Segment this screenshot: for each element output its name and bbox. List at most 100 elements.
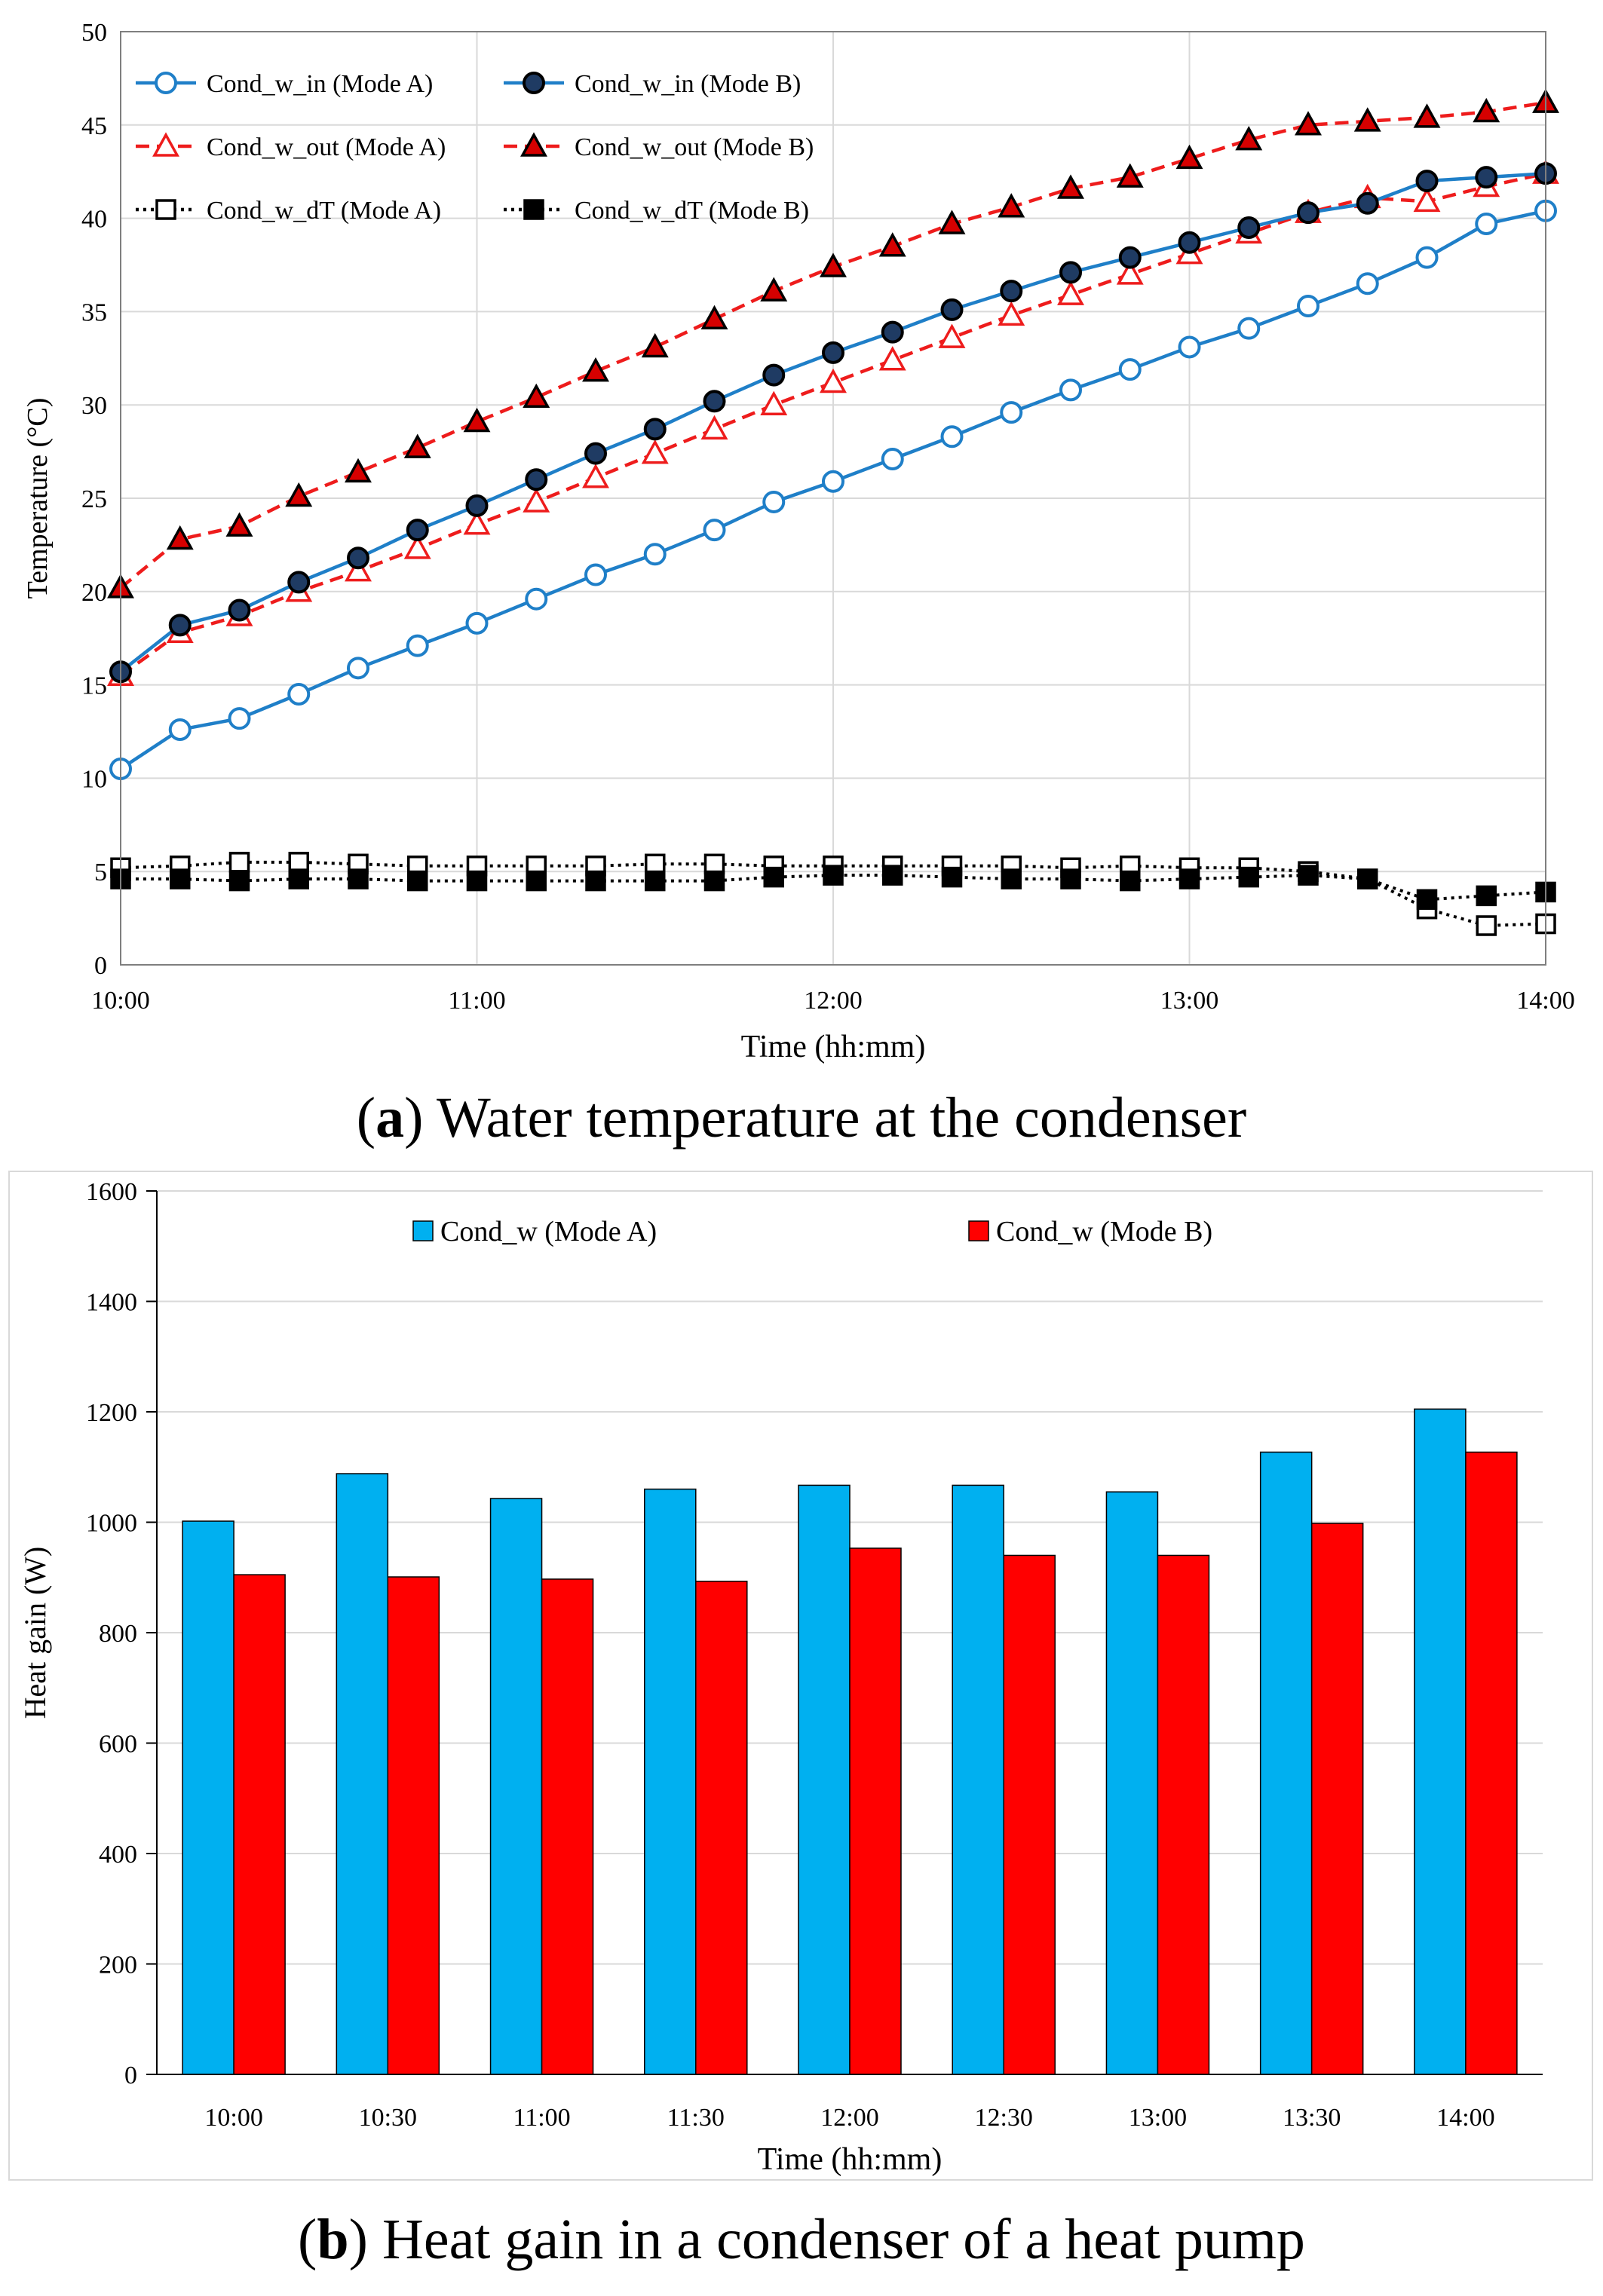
y-tick-label: 200 xyxy=(99,1952,137,1979)
data-point xyxy=(1356,272,1379,295)
data-point xyxy=(760,390,788,415)
legend-label: Cond_w_out (Mode B) xyxy=(575,133,814,161)
data-point xyxy=(1057,280,1084,305)
data-point xyxy=(1118,246,1142,269)
x-tick-labels: 10:00 11:00 12:00 13:00 14:00 xyxy=(91,987,1574,1015)
data-point xyxy=(1476,915,1497,936)
y-tick-label: 0 xyxy=(94,952,107,980)
x-tick-label: 13:00 xyxy=(1160,987,1218,1015)
bar-mode-b xyxy=(541,1578,594,2075)
y-tick-label: 1400 xyxy=(86,1289,137,1317)
data-point xyxy=(1297,294,1319,317)
data-point xyxy=(285,482,313,507)
data-point xyxy=(228,707,251,730)
data-point xyxy=(1001,868,1022,889)
legend-entry: Cond_w_out (Mode B) xyxy=(504,132,814,161)
legend: Cond_w_in (Mode A) Cond_w_in (Mode B) Cond… xyxy=(136,70,814,225)
x-tick-label: 12:00 xyxy=(804,987,862,1015)
data-point xyxy=(822,470,844,493)
x-tick-label: 12:00 xyxy=(820,2104,878,2132)
data-point xyxy=(940,425,964,448)
data-point xyxy=(762,363,786,387)
bar-mode-b xyxy=(1465,1451,1518,2075)
data-point xyxy=(703,519,726,542)
plot-frame xyxy=(120,31,1546,966)
y-tick-label: 400 xyxy=(99,1841,137,1869)
bar-mode-b xyxy=(849,1548,902,2075)
data-point xyxy=(348,868,369,889)
legend-entry: Cond_w_dT (Mode A) xyxy=(136,197,441,225)
data-point xyxy=(288,868,309,889)
data-point xyxy=(760,277,788,302)
y-tick-label: 25 xyxy=(81,485,107,513)
data-point xyxy=(703,870,725,892)
data-point xyxy=(1298,865,1319,886)
legend: Cond_w (Mode A) Cond_w (Mode B) xyxy=(412,1216,1212,1247)
legend-entry: Cond_w_out (Mode A) xyxy=(136,132,446,161)
data-point xyxy=(466,870,488,892)
data-point xyxy=(347,546,369,570)
legend-entry: Cond_w_in (Mode A) xyxy=(136,70,433,98)
y-tick-label: 20 xyxy=(81,579,107,607)
series-cond-w-dt-mode-b- xyxy=(110,865,1556,911)
data-point xyxy=(878,232,906,257)
data-point xyxy=(1356,191,1379,215)
temperature-line-chart: 0 5 10 15 20 25 30 35 40 45 50 10:00 11:00 12:00 13:0… xyxy=(22,19,1575,1064)
data-point xyxy=(881,320,904,344)
y-tick-label: 5 xyxy=(94,859,107,886)
data-point xyxy=(1475,166,1498,189)
series-cond-w-in-mode-b- xyxy=(109,162,1557,684)
data-point xyxy=(166,525,194,550)
x-tick-labels: 10:00 10:30 11:00 11:30 12:00 12:30 13:00 13:30… xyxy=(204,2104,1494,2132)
data-point xyxy=(1476,885,1497,907)
legend-swatch xyxy=(968,1220,989,1241)
data-point xyxy=(641,439,669,464)
bar-mode-b xyxy=(387,1576,440,2075)
heat-gain-bar-chart: 0 200 400 600 800 1000 1200 1400 1600 10:00 10:30… xyxy=(8,1171,1593,2181)
bar-mode-b xyxy=(233,1574,286,2075)
series-cond-w-in-mode-a- xyxy=(109,199,1557,781)
data-point xyxy=(822,341,844,364)
data-point xyxy=(345,458,372,483)
x-tick-label: 14:00 xyxy=(1516,987,1574,1015)
y-tick-label: 45 xyxy=(81,112,107,140)
data-point xyxy=(585,870,606,892)
data-point xyxy=(1416,889,1438,911)
y-tick-label: 600 xyxy=(99,1731,137,1759)
data-point xyxy=(228,598,251,622)
data-point xyxy=(1297,201,1319,225)
data-point xyxy=(1413,103,1441,128)
data-point xyxy=(641,332,669,358)
data-point xyxy=(463,510,491,535)
data-point xyxy=(878,346,906,371)
y-tick-labels: 0 200 400 600 800 1000 1200 1400 1600 xyxy=(86,1178,137,2089)
data-point xyxy=(763,866,784,888)
data-point xyxy=(345,556,372,582)
x-tick-label: 12:30 xyxy=(974,2104,1032,2132)
caption-b: (b) Heat gain in a condenser of a heat p… xyxy=(298,2208,1305,2271)
data-point xyxy=(465,611,489,635)
data-point xyxy=(645,870,666,892)
bar-mode-b xyxy=(1157,1554,1210,2075)
data-point xyxy=(403,433,431,458)
data-point xyxy=(525,468,548,491)
data-point xyxy=(700,305,728,330)
data-point xyxy=(998,193,1025,218)
data-point xyxy=(1238,866,1259,888)
data-point xyxy=(406,634,429,657)
data-point xyxy=(1057,174,1084,199)
data-point xyxy=(1415,170,1439,193)
data-point xyxy=(1000,280,1023,303)
data-point xyxy=(463,407,491,433)
x-tick-label: 11:00 xyxy=(448,987,505,1015)
legend-marker xyxy=(152,132,179,157)
legend-entry: Cond_w (Mode B) xyxy=(968,1216,1212,1247)
x-tick-label: 13:00 xyxy=(1129,2104,1187,2132)
data-point xyxy=(643,418,667,441)
data-point xyxy=(820,253,847,277)
data-point xyxy=(703,390,726,413)
y-axis-label: Heat gain (W) xyxy=(18,1547,52,1719)
data-point xyxy=(700,415,728,440)
data-point xyxy=(287,571,311,594)
data-point xyxy=(525,587,548,611)
